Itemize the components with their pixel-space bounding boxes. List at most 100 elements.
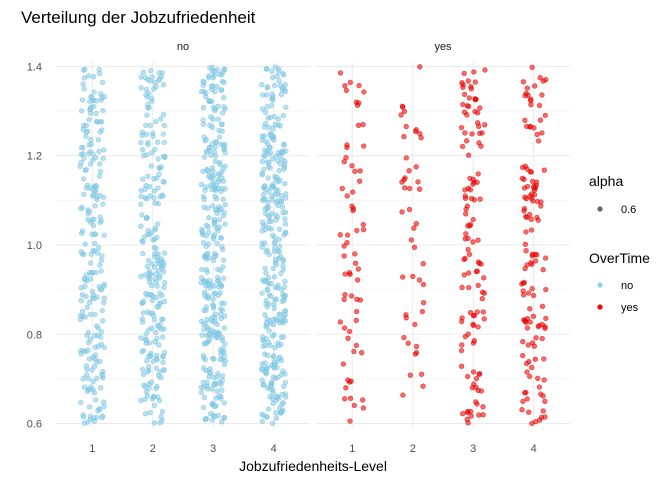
data-point	[98, 257, 105, 263]
data-point	[531, 343, 538, 349]
data-point	[92, 155, 99, 161]
data-point	[276, 236, 282, 243]
data-point	[87, 148, 93, 155]
data-point	[99, 79, 106, 86]
data-point	[528, 227, 535, 233]
data-point	[400, 392, 406, 398]
data-point	[219, 373, 226, 379]
data-point	[151, 188, 158, 194]
data-point	[97, 91, 104, 97]
data-point	[411, 244, 418, 251]
data-point	[413, 221, 419, 227]
data-point	[151, 264, 158, 270]
data-point	[220, 264, 226, 270]
data-point	[218, 206, 225, 212]
data-point	[142, 384, 149, 390]
data-point	[198, 181, 205, 188]
data-point	[268, 280, 274, 287]
data-point	[78, 108, 85, 114]
data-point	[149, 282, 155, 289]
data-point	[221, 400, 228, 406]
data-point	[209, 386, 215, 392]
data-point	[149, 396, 156, 402]
data-point	[477, 196, 483, 202]
data-point	[95, 343, 102, 349]
data-point	[272, 345, 278, 351]
data-point	[259, 158, 265, 165]
data-point	[156, 171, 162, 177]
data-point	[221, 415, 227, 421]
data-point	[83, 133, 89, 140]
data-point	[84, 332, 90, 339]
data-point	[533, 179, 540, 185]
data-point	[530, 198, 536, 204]
data-point	[524, 325, 531, 331]
data-point	[152, 250, 158, 257]
data-point	[144, 263, 151, 269]
data-point	[468, 413, 474, 419]
data-point	[159, 265, 165, 272]
data-point	[265, 141, 271, 147]
data-point	[458, 363, 465, 369]
data-point	[97, 358, 103, 365]
data-point	[99, 415, 105, 421]
data-point	[90, 415, 97, 421]
data-point	[212, 69, 218, 75]
data-point	[360, 121, 366, 128]
data-point	[259, 81, 265, 88]
data-point	[206, 229, 212, 235]
data-point	[420, 261, 426, 267]
data-point	[411, 225, 417, 231]
data-point	[89, 367, 95, 373]
data-point	[262, 206, 268, 212]
data-point	[401, 108, 408, 115]
data-point	[145, 76, 151, 83]
data-point	[462, 255, 468, 262]
data-point	[540, 267, 546, 273]
data-point	[144, 292, 150, 298]
data-point	[215, 266, 221, 272]
data-point	[146, 381, 152, 387]
data-point	[278, 91, 285, 98]
data-point	[78, 285, 85, 291]
data-point	[524, 85, 530, 91]
data-point	[267, 394, 273, 400]
data-point	[480, 404, 486, 410]
data-point	[221, 257, 227, 263]
data-point	[152, 146, 158, 153]
data-point	[260, 197, 266, 203]
data-point	[355, 266, 362, 272]
data-point	[94, 196, 100, 203]
data-point	[210, 355, 216, 362]
data-point	[155, 156, 161, 162]
data-point	[280, 258, 286, 264]
data-point	[147, 122, 154, 129]
data-point	[481, 275, 487, 281]
data-point	[91, 363, 98, 370]
data-point	[214, 388, 220, 394]
data-point	[216, 284, 222, 290]
x-tick-label: 2	[150, 443, 156, 455]
data-point	[81, 420, 88, 426]
data-point	[530, 313, 537, 319]
data-point	[271, 305, 277, 312]
data-point	[87, 276, 94, 282]
data-point	[259, 290, 265, 296]
data-point	[361, 89, 367, 95]
data-point	[143, 131, 150, 138]
data-point	[462, 333, 468, 340]
data-point	[261, 279, 268, 285]
data-point	[99, 307, 105, 314]
data-point	[406, 168, 412, 174]
data-point	[401, 134, 407, 140]
data-point	[138, 85, 144, 91]
data-point	[95, 408, 101, 414]
data-point	[478, 388, 485, 394]
data-point	[525, 290, 532, 296]
data-point	[97, 214, 104, 220]
data-point	[140, 69, 147, 76]
data-point	[468, 195, 475, 202]
data-point	[99, 318, 106, 324]
data-point	[272, 121, 279, 128]
data-point	[532, 356, 539, 362]
